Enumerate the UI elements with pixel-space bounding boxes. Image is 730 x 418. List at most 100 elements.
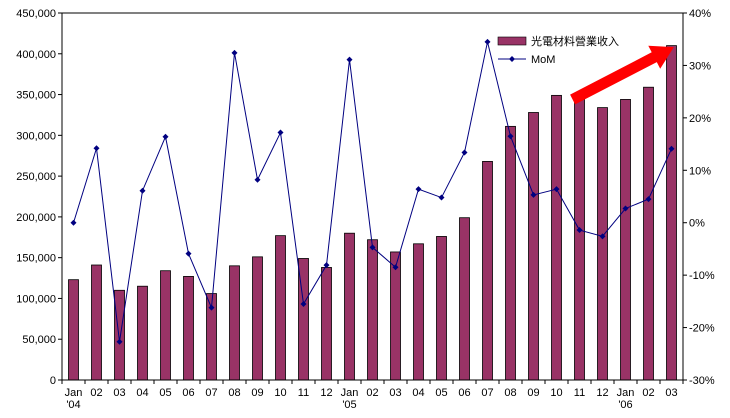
x-tick-label: 07 <box>205 387 217 399</box>
mom-point <box>231 49 238 56</box>
revenue-bar <box>344 232 355 381</box>
left-tick-label: 50,000 <box>22 334 56 346</box>
left-tick-label: 300,000 <box>16 130 56 142</box>
mom-line-series <box>70 38 675 345</box>
x-tick-label-line: 06 <box>182 387 194 399</box>
x-tick-label-line: 05 <box>159 387 171 399</box>
mom-point <box>346 56 353 63</box>
right-tick-label: -10% <box>689 270 715 282</box>
revenue-bar <box>643 86 654 381</box>
x-tick-label: 12 <box>596 387 608 399</box>
x-tick-label: Jan '04 <box>65 387 83 411</box>
revenue-bar <box>528 112 539 381</box>
revenue-bar <box>252 256 263 381</box>
mom-point <box>507 133 514 140</box>
plot-area-frame <box>61 12 684 381</box>
left-tick-label: 350,000 <box>16 90 56 102</box>
x-tick-label-line: 08 <box>228 387 240 399</box>
x-tick-label: 05 <box>435 387 447 399</box>
mom-point <box>438 194 445 201</box>
x-tick-label: 08 <box>228 387 240 399</box>
growth-arrow-annotation <box>570 45 674 105</box>
x-tick-label-line: 09 <box>251 387 263 399</box>
legend-revenue-label: 光電材料營業收入 <box>531 34 619 48</box>
mom-point <box>300 300 307 307</box>
x-tick-label-line: Jan <box>341 387 359 399</box>
right-tick-label: 40% <box>689 8 711 20</box>
revenue-bar <box>413 243 424 381</box>
x-tick-label: 11 <box>298 387 309 399</box>
revenue-bar <box>620 99 631 381</box>
revenue-bar <box>666 45 677 381</box>
legend: 光電材料營業收入 MoM <box>497 34 619 66</box>
x-tick-label-line: 05 <box>435 387 447 399</box>
left-tick-label: 0 <box>50 375 56 387</box>
mom-point <box>323 262 330 269</box>
x-tick-label-line: 11 <box>574 387 585 399</box>
x-tick-label-line: '05 <box>342 399 356 411</box>
x-tick-label-line: 04 <box>412 387 424 399</box>
x-tick-label: Jan '05 <box>341 387 359 411</box>
x-tick-label-line: 11 <box>298 387 309 399</box>
mom-point <box>369 244 376 251</box>
x-tick-label-line: 12 <box>596 387 608 399</box>
x-tick-label-line: '06 <box>618 399 632 411</box>
red-arrow <box>570 45 674 105</box>
mom-point <box>599 233 606 240</box>
revenue-bar <box>114 289 125 381</box>
x-tick-label: 09 <box>251 387 263 399</box>
revenue-bar <box>229 265 240 381</box>
x-tick-label: 08 <box>504 387 516 399</box>
mom-point <box>139 187 146 194</box>
left-tick-label: 250,000 <box>16 171 56 183</box>
x-tick-label: 02 <box>90 387 102 399</box>
revenue-bar <box>459 217 470 381</box>
left-tick-label: 450,000 <box>16 8 56 20</box>
mom-point <box>461 149 468 156</box>
revenue-bar <box>321 267 332 381</box>
mom-point <box>185 250 192 257</box>
x-tick-label-line: 07 <box>481 387 493 399</box>
x-tick-label: 11 <box>574 387 585 399</box>
left-tick-label: 200,000 <box>16 212 56 224</box>
mom-point <box>277 129 284 136</box>
x-tick-label: 12 <box>320 387 332 399</box>
x-tick-label: 07 <box>481 387 493 399</box>
x-tick-label: Jan '06 <box>617 387 635 411</box>
mom-point <box>162 133 169 140</box>
left-axis-tick-labels: 0 50,000 100,000 150,000 200,000 250,000 300,0… <box>16 8 56 387</box>
x-tick-label-line: '04 <box>66 399 80 411</box>
mom-point <box>254 176 261 183</box>
x-tick-label: 03 <box>665 387 677 399</box>
right-tick-label: -20% <box>689 323 715 335</box>
right-tick-label: -30% <box>689 375 715 387</box>
x-tick-label-line: 02 <box>366 387 378 399</box>
right-tick-label: 30% <box>689 60 711 72</box>
x-tick-label: 04 <box>412 387 424 399</box>
legend-mom-marker <box>509 56 515 62</box>
mom-point <box>70 219 77 226</box>
revenue-bar <box>551 94 562 381</box>
x-tick-label-line: 03 <box>389 387 401 399</box>
revenue-bar <box>436 236 447 381</box>
mom-point <box>392 264 399 271</box>
mom-point <box>668 145 675 152</box>
x-tick-label-line: 10 <box>274 387 286 399</box>
x-tick-label: 03 <box>113 387 125 399</box>
left-tick-label: 400,000 <box>16 49 56 61</box>
revenue-bar <box>91 264 102 381</box>
x-tick-label: 02 <box>642 387 654 399</box>
mom-point <box>208 304 215 311</box>
right-tick-label: 0% <box>689 218 705 230</box>
x-tick-label-line: 03 <box>113 387 125 399</box>
x-tick-label-line: Jan <box>617 387 635 399</box>
mom-point <box>553 186 560 193</box>
mom-point <box>530 191 537 198</box>
left-tick-label: 150,000 <box>16 253 56 265</box>
revenue-bar <box>597 107 608 381</box>
x-tick-label-line: 10 <box>550 387 562 399</box>
mom-point <box>622 205 629 212</box>
right-tick-label: 10% <box>689 165 711 177</box>
